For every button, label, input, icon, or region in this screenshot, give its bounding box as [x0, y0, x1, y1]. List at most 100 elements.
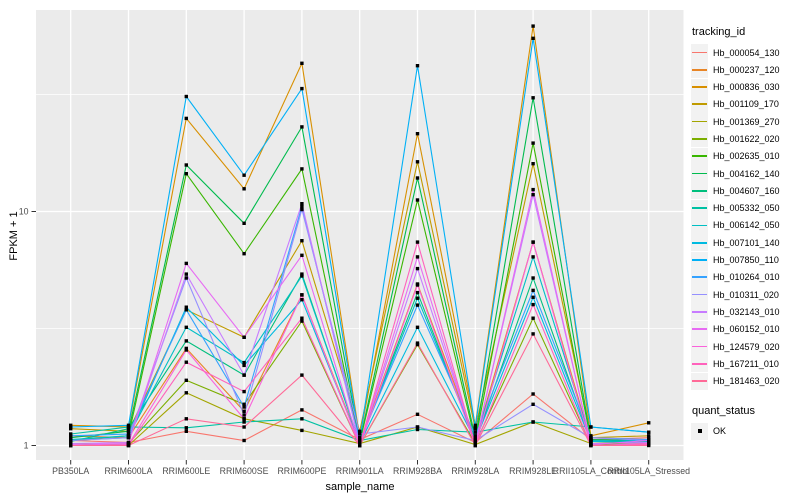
data-point	[415, 290, 420, 295]
data-point	[647, 421, 651, 425]
legend-item: Hb_167211_010	[691, 355, 800, 373]
data-point	[589, 436, 593, 440]
data-point	[531, 316, 535, 320]
x-tick-label: RRIM600LE	[162, 466, 210, 476]
data-point	[242, 187, 246, 191]
legend-item-label: Hb_032143_010	[713, 306, 780, 317]
data-point	[69, 432, 73, 436]
data-point	[242, 417, 246, 421]
x-tick-label: RRIM901LA	[336, 466, 384, 476]
data-point	[647, 430, 651, 434]
data-point	[184, 305, 188, 309]
data-point	[531, 276, 535, 280]
legend-item: Hb_124579_020	[691, 338, 800, 356]
legend-item-label: Hb_007101_140	[713, 237, 780, 248]
data-point	[473, 427, 477, 431]
data-point	[358, 429, 362, 433]
data-point	[415, 176, 420, 180]
data-point	[300, 319, 304, 323]
legend-item: Hb_000836_030	[691, 78, 800, 96]
line-swatch-icon	[691, 338, 708, 356]
line-swatch-icon	[691, 95, 708, 113]
data-point	[531, 24, 535, 28]
data-point	[184, 417, 188, 421]
legend-panel: tracking_id Hb_000054_130 Hb_000237_120 Hb…	[691, 26, 800, 440]
legend-item: Hb_001622_020	[691, 130, 800, 148]
data-point	[184, 426, 188, 430]
data-point	[300, 428, 304, 433]
data-point	[647, 436, 651, 440]
legend-item: Hb_010264_010	[691, 268, 800, 286]
data-point	[242, 409, 246, 413]
data-point	[358, 432, 362, 436]
y-tick-label: 10	[19, 207, 29, 217]
data-point	[415, 325, 420, 329]
data-point	[126, 423, 131, 427]
legend-item: Hb_007101_140	[691, 234, 800, 252]
data-point	[531, 36, 535, 40]
legend-item-label: Hb_004607_160	[713, 185, 780, 196]
data-point	[300, 253, 304, 257]
data-point	[531, 392, 535, 396]
legend-item-label: Hb_167211_010	[713, 358, 779, 369]
data-point	[184, 378, 188, 382]
legend-item-label: Hb_006142_050	[713, 220, 780, 231]
line-swatch-icon	[691, 234, 708, 252]
x-tick-label: RRIM928BA	[393, 466, 442, 476]
legend-item: Hb_181463_020	[691, 372, 800, 390]
data-point	[473, 425, 477, 429]
data-point	[126, 436, 131, 440]
x-tick-label: RRIM600PE	[277, 466, 326, 476]
data-point	[415, 303, 420, 307]
data-point	[300, 86, 304, 91]
data-point	[242, 389, 246, 394]
data-point	[415, 341, 420, 345]
legend-item-label: Hb_000237_120	[713, 64, 780, 75]
legend-item: Hb_004607_160	[691, 182, 800, 200]
data-point	[473, 443, 477, 448]
data-point	[69, 436, 73, 440]
data-point	[415, 132, 420, 136]
legend-item: Hb_006142_050	[691, 216, 800, 234]
data-point	[184, 339, 188, 343]
data-point	[126, 443, 131, 448]
data-point	[531, 255, 535, 259]
data-point	[242, 425, 246, 429]
data-point	[300, 61, 304, 65]
legend-item: Hb_005332_050	[691, 199, 800, 217]
x-tick-label: RRIM928LE	[509, 466, 557, 476]
data-point	[184, 325, 188, 329]
legend-item: Hb_000054_130	[691, 44, 800, 61]
data-point	[531, 288, 535, 293]
data-point	[300, 202, 304, 206]
line-swatch-icon	[691, 251, 708, 269]
data-point	[531, 402, 535, 406]
data-point	[531, 302, 535, 307]
data-point	[531, 96, 535, 100]
legend-title-tracking-id: tracking_id	[692, 26, 746, 38]
data-point	[242, 173, 246, 177]
line-swatch-icon	[691, 61, 708, 79]
line-swatch-icon	[691, 355, 708, 373]
legend-item-label: Hb_004162_140	[713, 168, 780, 179]
data-point	[589, 443, 593, 448]
legend-item: Hb_004162_140	[691, 165, 800, 183]
data-point	[473, 436, 477, 440]
legend-item-label: Hb_002635_010	[713, 151, 780, 162]
line-swatch-icon	[691, 286, 708, 304]
data-point	[415, 64, 420, 68]
legend-item-label: Hb_005332_050	[713, 203, 780, 214]
data-point	[69, 425, 73, 429]
legend-item-label: Hb_181463_020	[713, 376, 780, 387]
data-point	[300, 274, 304, 278]
data-point	[242, 221, 246, 225]
data-point	[184, 261, 188, 266]
line-swatch-icon	[691, 130, 708, 148]
line-swatch-icon	[691, 216, 708, 234]
data-point	[358, 439, 362, 444]
legend-item: Hb_060152_010	[691, 320, 800, 338]
data-point	[242, 438, 246, 443]
data-point	[184, 308, 188, 312]
data-point	[415, 240, 420, 244]
data-point	[589, 434, 593, 438]
